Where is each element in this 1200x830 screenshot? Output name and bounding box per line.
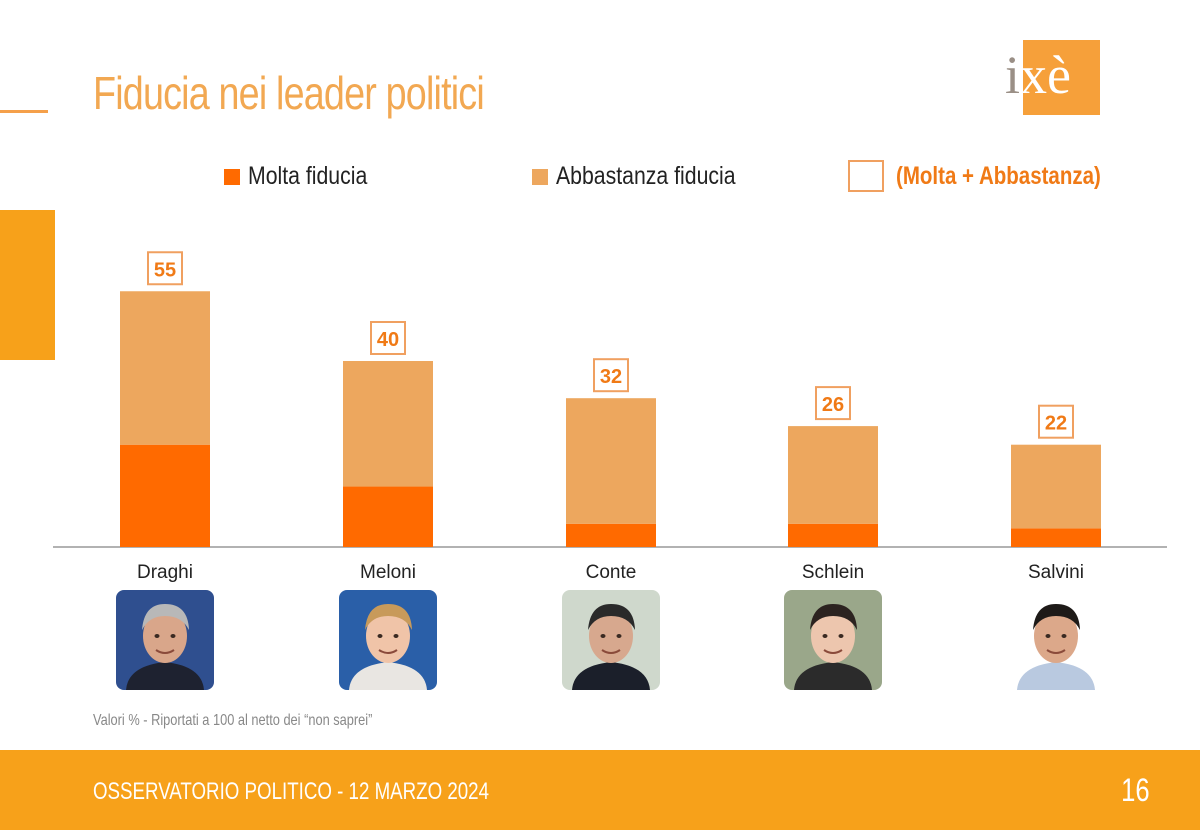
- bar-abbastanza-conte: [566, 398, 656, 524]
- total-label-meloni: 40: [377, 329, 399, 351]
- logo-text: ixè: [1005, 45, 1071, 105]
- legend-abbastanza: Abbastanza fiducia: [532, 162, 767, 191]
- total-box-draghi: [147, 251, 183, 286]
- bar-chart: 55 40 32 26 22: [53, 251, 1167, 548]
- total-box-conte: [593, 358, 629, 393]
- x-label-meloni: Meloni: [360, 562, 416, 583]
- x-label-salvini: Salvini: [1028, 562, 1084, 583]
- bar-molta-salvini: [1011, 528, 1101, 547]
- total-label-schlein: 26: [822, 394, 844, 416]
- total-box-schlein: [815, 386, 851, 421]
- total-box-salvini: [1038, 404, 1074, 439]
- footer-bar: OSSERVATORIO POLITICO - 12 MARZO 2024 16: [0, 750, 1200, 830]
- legend-label-molta: Molta fiducia: [248, 162, 368, 190]
- photo-conte: [562, 590, 660, 690]
- left-accent-rule: [0, 110, 48, 113]
- bar-abbastanza-salvini: [1011, 444, 1101, 529]
- page-number: 16: [1121, 772, 1150, 808]
- bar-abbastanza-meloni: [343, 361, 433, 487]
- legend-label-abbastanza: Abbastanza fiducia: [556, 162, 736, 190]
- bar-molta-conte: [566, 523, 656, 547]
- legend-swatch-total: [848, 160, 884, 192]
- x-label-conte: Conte: [585, 562, 637, 583]
- bar-abbastanza-schlein: [788, 426, 878, 524]
- left-accent-block: [0, 210, 55, 360]
- bar-molta-schlein: [788, 523, 878, 547]
- footer-text: OSSERVATORIO POLITICO - 12 MARZO 2024: [93, 778, 490, 805]
- ixe-logo: ixè: [1005, 40, 1100, 115]
- legend-label-total: (Molta + Abbastanza): [896, 161, 1101, 190]
- photo-meloni: [339, 590, 437, 690]
- logo-box: [1023, 40, 1100, 115]
- legend-molta: Molta fiducia: [224, 162, 388, 191]
- legend-swatch-molta: [224, 168, 240, 185]
- bar-molta-draghi: [120, 444, 210, 547]
- x-label-draghi: Draghi: [137, 562, 193, 583]
- total-label-conte: 32: [600, 366, 622, 388]
- x-label-schlein: Schlein: [801, 562, 865, 583]
- total-label-salvini: 22: [1045, 413, 1067, 435]
- legend-swatch-abbastanza: [532, 168, 548, 185]
- photo-salvini: [1007, 590, 1105, 690]
- footnote: Valori % - Riportati a 100 al netto dei …: [93, 712, 373, 729]
- legend-total: (Molta + Abbastanza): [848, 160, 1146, 192]
- total-label-draghi: 55: [154, 259, 176, 281]
- bar-abbastanza-draghi: [120, 291, 210, 445]
- page-title: Fiducia nei leader politici: [93, 67, 485, 119]
- total-box-meloni: [370, 321, 406, 355]
- photo-schlein: [784, 590, 882, 690]
- bar-molta-meloni: [343, 486, 433, 547]
- photo-draghi: [116, 590, 214, 690]
